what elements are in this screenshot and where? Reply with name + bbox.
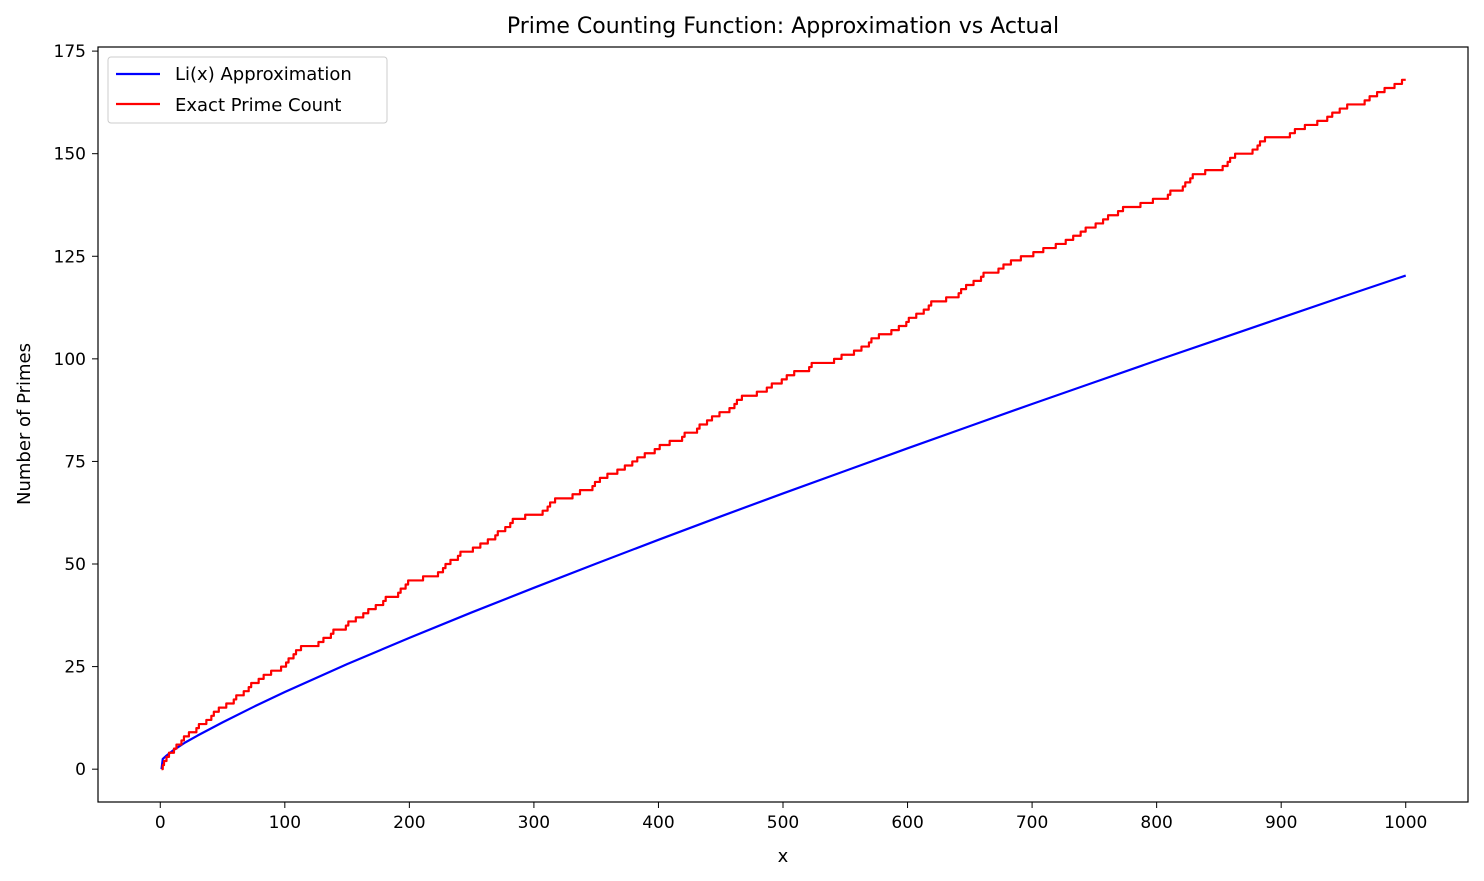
y-tick-label: 175 [54,42,86,62]
x-tick-label: 200 [393,813,425,833]
x-axis-ticks: 0 100 200 300 400 500 600 700 800 900 1000 [155,802,1427,833]
series-line-exact-prime-count [161,78,1406,771]
series-line-li-x-approximation [160,274,1407,770]
x-tick-label: 400 [642,813,674,833]
y-tick-label: 100 [54,350,86,370]
x-tick-label: 100 [269,813,301,833]
x-tick-label: 700 [1016,813,1048,833]
x-tick-label: 0 [155,813,166,833]
legend-label-exact-prime-count: Exact Prime Count [175,95,341,116]
x-tick-label: 600 [891,813,923,833]
series-layer [160,78,1407,771]
x-tick-label: 500 [767,813,799,833]
y-tick-label: 0 [75,760,86,780]
y-axis-ticks: 0 25 50 75 100 125 150 175 [54,42,98,780]
x-tick-label: 800 [1140,813,1172,833]
y-axis-label: Number of Primes [14,343,35,505]
legend-box [107,56,388,124]
x-tick-label: 300 [518,813,550,833]
y-tick-label: 50 [64,555,86,575]
y-tick-label: 150 [54,145,86,165]
y-tick-label: 25 [64,658,86,678]
x-tick-label: 1000 [1384,813,1427,833]
x-axis-label: x [778,846,789,867]
y-tick-label: 75 [64,452,86,472]
chart-title: Prime Counting Function: Approximation v… [507,14,1059,39]
legend-label-li-approximation: Li(x) Approximation [175,64,352,85]
x-tick-label: 900 [1265,813,1297,833]
y-tick-label: 125 [54,247,86,267]
legend: Li(x) Approximation Exact Prime Count [107,56,388,124]
